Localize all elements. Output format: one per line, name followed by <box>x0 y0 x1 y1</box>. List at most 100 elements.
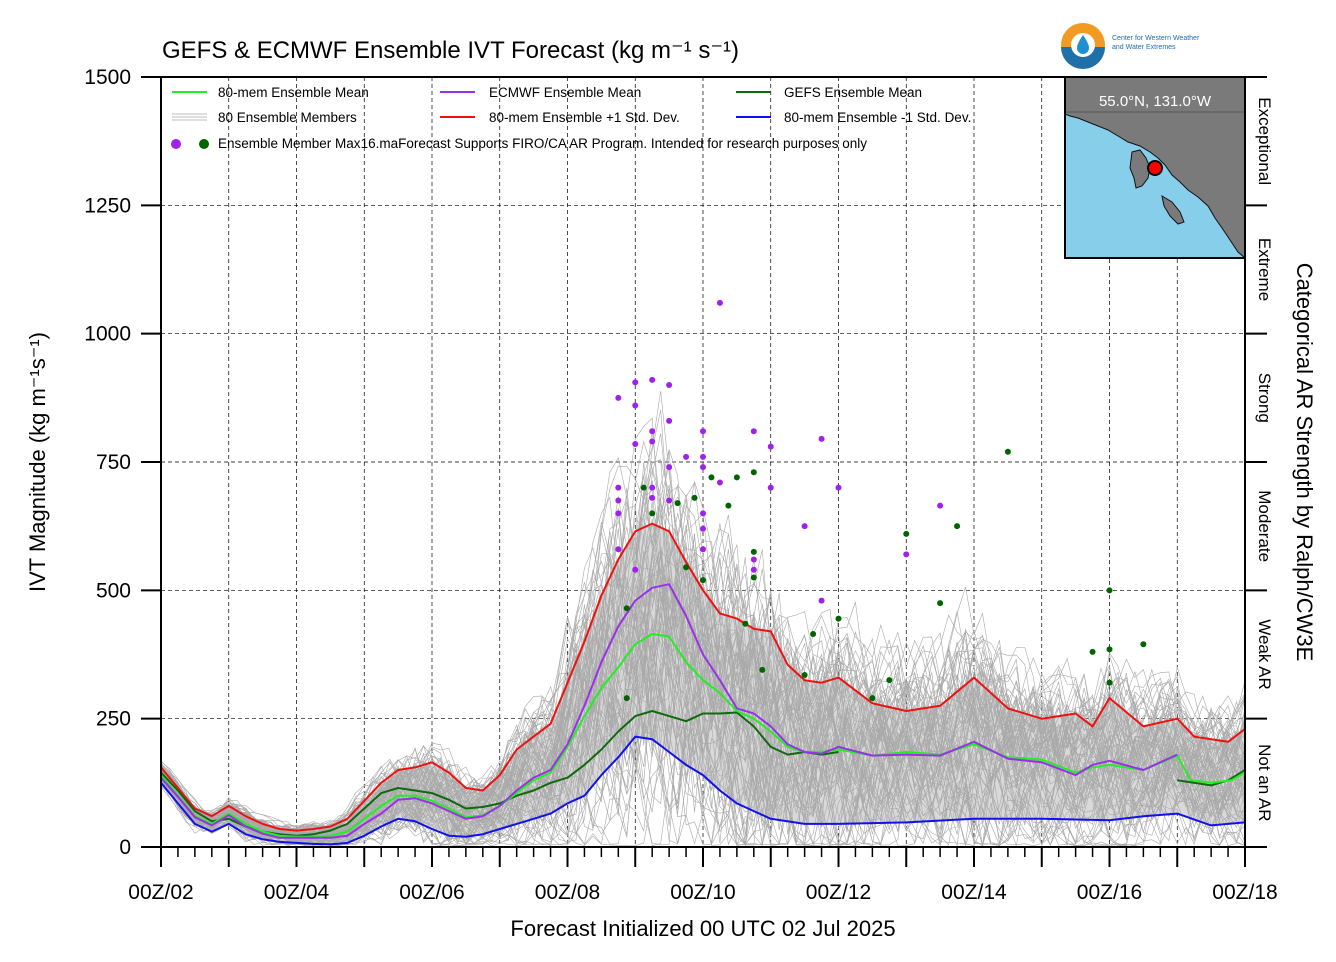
series-line-minus-std <box>161 735 1245 846</box>
x-tick-label: 00Z/16 <box>1077 881 1142 904</box>
ecmwf-max-dot <box>700 428 706 435</box>
gefs-max-dot <box>750 548 757 555</box>
gefs-max-dot <box>649 510 656 517</box>
legend-dot-gefs <box>199 139 209 149</box>
legend-label-minus: 80-mem Ensemble -1 Std. Dev. <box>784 110 971 125</box>
ensemble-member-line <box>161 668 1245 846</box>
x-axis: 00Z/02 00Z/04 00Z/06 00Z/08 00Z/10 00Z/12 00Z/… <box>128 847 1278 904</box>
ensemble-member-line <box>161 533 1245 840</box>
x-axis-title: Forecast Initialized 00 UTC 02 Jul 2025 <box>510 916 895 941</box>
legend-label-gefs: GEFS Ensemble Mean <box>784 85 922 100</box>
category-label: Not an AR <box>1255 744 1274 822</box>
gefs-max-dot <box>903 530 910 537</box>
ecmwf-max-dot <box>767 484 774 491</box>
ecmwf-max-dot <box>649 484 656 491</box>
y-tick-label: 750 <box>96 451 131 474</box>
y-tick-label: 500 <box>96 579 131 602</box>
ecmwf-max-dot <box>615 484 622 491</box>
ecmwf-max-dot <box>716 299 723 306</box>
gefs-max-dot <box>623 695 630 702</box>
gefs-max-dot <box>725 502 732 509</box>
ensemble-member-line <box>161 596 1245 842</box>
category-label: Extreme <box>1255 238 1274 301</box>
ecmwf-max-dot <box>835 484 842 491</box>
y-tick-label: 1500 <box>84 66 131 89</box>
gefs-max-dot <box>1106 646 1113 653</box>
ecmwf-max-dot <box>750 556 757 563</box>
y-tick-label: 250 <box>96 708 131 731</box>
gefs-max-dot <box>750 469 757 476</box>
logo-text-line1: Center for Western Weather <box>1112 35 1200 42</box>
category-axis: Not an AR Weak AR Moderate Strong Extreme Exc… <box>1245 76 1274 848</box>
legend-label-members: 80 Ensemble Members <box>218 110 357 125</box>
category-label: Moderate <box>1255 490 1274 562</box>
x-tick-label: 00Z/12 <box>806 881 871 904</box>
ecmwf-max-dot <box>632 566 639 573</box>
x-tick-label: 00Z/08 <box>535 881 600 904</box>
ensemble-member-line <box>161 513 1245 842</box>
y-tick-label: 1250 <box>84 194 131 217</box>
legend-label-mean: 80-mem Ensemble Mean <box>218 85 369 100</box>
gefs-max-dot <box>623 605 630 612</box>
gefs-max-dot <box>1106 679 1113 686</box>
ecmwf-max-dot <box>716 479 723 486</box>
gefs-max-dot <box>691 494 698 501</box>
ecmwf-max-dot <box>818 435 825 442</box>
gefs-max-dot <box>954 523 961 530</box>
ecmwf-max-dot <box>683 453 690 460</box>
ecmwf-max-dot <box>666 497 673 504</box>
map-island-south <box>1161 194 1185 225</box>
y-tick-label: 1000 <box>84 323 131 346</box>
ecmwf-max-dot <box>750 566 757 573</box>
right-axis-title: Categorical AR Strength by Ralph/CW3E <box>1292 263 1317 662</box>
ensemble-member-line <box>161 484 1245 837</box>
ecmwf-max-dot <box>700 546 706 553</box>
ecmwf-max-dot <box>649 428 656 435</box>
ecmwf-max-dot <box>615 394 622 401</box>
ecmwf-max-dot <box>632 402 639 409</box>
plot-content <box>161 299 1245 847</box>
chart-title: GEFS & ECMWF Ensemble IVT Forecast (kg m… <box>162 37 739 64</box>
ensemble-member-line <box>161 712 1245 847</box>
gefs-max-dot <box>1140 641 1147 648</box>
ecmwf-max-dot <box>615 497 622 504</box>
x-tick-label: 00Z/06 <box>399 881 464 904</box>
gefs-max-dot <box>835 615 842 622</box>
gefs-max-dot <box>674 500 681 507</box>
map-location-label: 55.0°N, 131.0°W <box>1099 93 1212 110</box>
series-line-ecmwf-mean <box>161 583 1178 839</box>
ensemble-member-line <box>161 390 1245 836</box>
gefs-max-dot <box>937 600 944 607</box>
ecmwf-max-dot <box>649 494 656 501</box>
gefs-max-dot <box>1004 448 1011 455</box>
logo-drop-icon <box>1077 35 1089 54</box>
y-tick-label: 0 <box>119 836 131 859</box>
y-axis-title: IVT Magnitude (kg m⁻¹s⁻¹) <box>25 332 50 592</box>
map-land <box>1064 76 1246 260</box>
series-line-gefs-mean <box>1177 769 1245 787</box>
ecmwf-max-dot <box>818 597 825 604</box>
gefs-max-dot <box>1089 648 1096 655</box>
x-tick-label: 00Z/14 <box>941 881 1007 904</box>
x-tick-label: 00Z/04 <box>264 881 330 904</box>
legend-label-dots: Ensemble Member Max16.maForecast Support… <box>218 136 867 151</box>
ecmwf-max-dot <box>903 551 910 558</box>
ecmwf-max-dot <box>700 453 706 460</box>
ecmwf-max-dot <box>700 464 706 471</box>
legend-label-plus: 80-mem Ensemble +1 Std. Dev. <box>489 110 680 125</box>
ecmwf-max-dot <box>615 546 622 553</box>
category-label: Weak AR <box>1255 619 1274 690</box>
gefs-max-dot <box>708 474 715 481</box>
series-line-plus-std <box>161 522 1245 832</box>
ecmwf-max-dot <box>937 502 944 509</box>
legend-dot-ecmwf <box>171 139 181 149</box>
map-island <box>1129 149 1151 189</box>
ensemble-member-line <box>161 637 1245 846</box>
gefs-max-dot <box>700 577 706 584</box>
gefs-max-dot <box>810 630 817 637</box>
gefs-max-dot <box>886 677 893 684</box>
gefs-max-dot <box>759 666 766 673</box>
ecmwf-max-dot <box>666 417 673 424</box>
ecmwf-max-dot <box>666 464 673 471</box>
